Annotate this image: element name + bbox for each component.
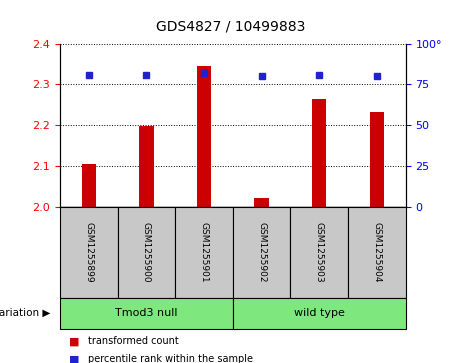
Text: ■: ■ <box>69 354 80 363</box>
Text: GSM1255899: GSM1255899 <box>84 222 93 283</box>
Bar <box>348 207 406 298</box>
Bar <box>139 126 154 207</box>
Text: wild type: wild type <box>294 308 345 318</box>
Bar <box>233 207 290 298</box>
Bar <box>290 207 348 298</box>
Text: percentile rank within the sample: percentile rank within the sample <box>88 354 253 363</box>
Bar <box>60 207 118 298</box>
Text: genotype/variation ▶: genotype/variation ▶ <box>0 308 51 318</box>
Text: ■: ■ <box>69 336 80 346</box>
Bar <box>312 99 326 207</box>
Text: GSM1255904: GSM1255904 <box>372 222 381 282</box>
Bar <box>82 164 96 207</box>
Bar <box>197 66 211 207</box>
Text: GSM1255900: GSM1255900 <box>142 222 151 283</box>
Text: Tmod3 null: Tmod3 null <box>115 308 177 318</box>
Text: GSM1255902: GSM1255902 <box>257 222 266 282</box>
Bar <box>370 112 384 207</box>
Bar <box>60 298 233 329</box>
Text: transformed count: transformed count <box>88 336 178 346</box>
Text: GDS4827 / 10499883: GDS4827 / 10499883 <box>156 20 305 34</box>
Bar <box>175 207 233 298</box>
Bar <box>118 207 175 298</box>
Bar <box>233 298 406 329</box>
Text: GSM1255903: GSM1255903 <box>315 222 324 283</box>
Bar <box>254 198 269 207</box>
Text: GSM1255901: GSM1255901 <box>200 222 208 283</box>
